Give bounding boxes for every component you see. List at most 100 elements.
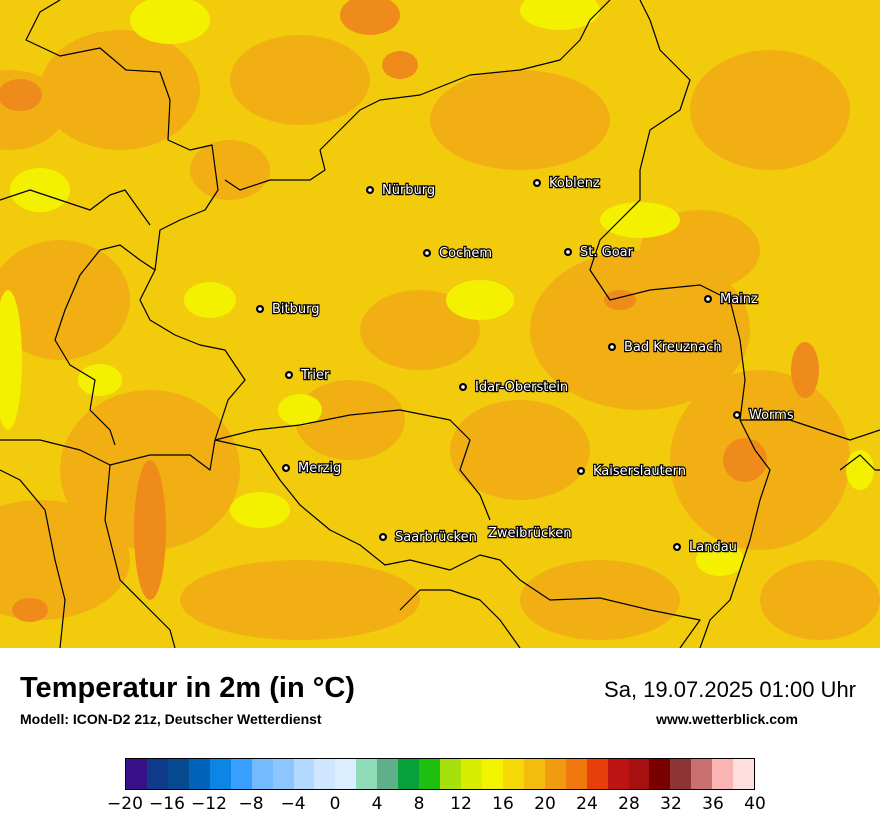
- color-scale-step: [188, 759, 210, 789]
- color-scale-tick: 24: [576, 794, 598, 814]
- color-scale-step: [649, 759, 671, 789]
- color-scale-step: [628, 759, 650, 789]
- color-scale-step: [293, 759, 315, 789]
- city-marker: Zweibrücken: [487, 525, 573, 542]
- city-marker: Koblenz: [533, 175, 601, 192]
- color-scale-step: [419, 759, 441, 789]
- color-scale-tick: 8: [413, 794, 425, 814]
- city-marker: Bitburg: [256, 301, 321, 318]
- temperature-patch: [450, 400, 590, 500]
- city-label: Saarbrücken: [395, 530, 477, 545]
- color-scale-step: [544, 759, 566, 789]
- temperature-field: [0, 0, 880, 640]
- city-dot-center: [610, 345, 614, 349]
- temperature-patch: [184, 282, 236, 318]
- color-scale-step: [398, 759, 420, 789]
- temperature-patch: [520, 0, 600, 30]
- city-markers: Nürburg Koblenz Cochem St. Goar Mainz Bitburg…: [256, 175, 795, 556]
- city-dot-center: [535, 181, 539, 185]
- color-scale-tick: 16: [492, 794, 514, 814]
- temperature-patch: [190, 140, 270, 200]
- color-scale-step: [565, 759, 587, 789]
- city-label: Nürburg: [382, 183, 435, 198]
- border-line: [0, 189, 151, 226]
- temperature-patch: [760, 560, 880, 640]
- map-title: Temperatur in 2m (in °C): [20, 672, 355, 704]
- city-marker: Cochem: [423, 245, 493, 262]
- city-dot-center: [566, 250, 570, 254]
- color-scale-step: [440, 759, 461, 789]
- model-source: Modell: ICON-D2 21z, Deutscher Wetterdie…: [20, 711, 322, 727]
- city-dot-center: [284, 466, 288, 470]
- color-scale-tick: −20: [107, 794, 143, 814]
- temperature-patch: [295, 380, 405, 460]
- city-label: Cochem: [439, 246, 492, 261]
- city-label: Worms: [749, 408, 794, 423]
- temperature-patch: [600, 202, 680, 238]
- color-scale-tick: −4: [280, 794, 306, 814]
- color-scale-step: [251, 759, 273, 789]
- color-scale-tick: −8: [238, 794, 264, 814]
- border-line: [589, 0, 771, 648]
- map-footer: Temperatur in 2m (in °C) Modell: ICON-D2…: [0, 648, 880, 830]
- website-link[interactable]: www.wetterblick.com: [656, 711, 798, 727]
- color-scale-tick: 20: [534, 794, 556, 814]
- temperature-patch: [0, 500, 130, 620]
- temperature-patch: [78, 364, 122, 396]
- color-scale-tick: 12: [450, 794, 472, 814]
- color-scale-step: [733, 759, 755, 789]
- temperature-patch: [40, 30, 200, 150]
- border-line: [214, 439, 701, 648]
- temperature-patch: [278, 394, 322, 426]
- city-marker: St. Goar: [564, 244, 635, 261]
- color-scale-step: [209, 759, 231, 789]
- city-dot-center: [287, 373, 291, 377]
- border-line: [319, 0, 611, 151]
- border-line: [54, 244, 156, 446]
- color-scale-step: [314, 759, 336, 789]
- color-scale-step: [481, 759, 503, 789]
- temperature-patch: [0, 240, 130, 360]
- temperature-patch: [846, 450, 874, 490]
- city-label: St. Goar: [580, 245, 634, 260]
- temperature-patch: [134, 460, 166, 600]
- color-scale-tick: 36: [702, 794, 724, 814]
- city-marker: Landau: [673, 539, 738, 556]
- temperature-patch: [723, 438, 767, 482]
- city-dot-center: [579, 469, 583, 473]
- city-label: Idar-Oberstein: [475, 380, 568, 395]
- color-scale-tick: 4: [371, 794, 383, 814]
- temperature-patch: [430, 70, 610, 170]
- city-marker: Mainz: [704, 291, 759, 308]
- color-scale: [125, 758, 755, 790]
- color-scale-step: [335, 759, 357, 789]
- color-scale-ticks: −20 −16 −12 −8 −4 0 4 8 12 16 20 24 28 32 36 40: [0, 792, 880, 822]
- color-scale-step: [712, 759, 734, 789]
- city-dot-center: [368, 188, 372, 192]
- color-scale-step: [586, 759, 608, 789]
- city-marker: Nürburg: [366, 182, 436, 199]
- color-scale-step: [126, 759, 147, 789]
- city-marker: Trier: [285, 367, 331, 384]
- color-scale-step: [461, 759, 482, 789]
- temperature-patch: [0, 290, 22, 430]
- temperature-patch: [230, 492, 290, 528]
- temperature-patch: [230, 35, 370, 125]
- color-scale-step: [670, 759, 692, 789]
- city-marker: Bad Kreuznach: [608, 339, 723, 356]
- city-label: Bad Kreuznach: [624, 340, 722, 355]
- color-scale-step: [691, 759, 713, 789]
- color-scale-step: [272, 759, 294, 789]
- temperature-patch: [520, 560, 680, 640]
- city-dot-center: [675, 545, 679, 549]
- temperature-patch: [382, 51, 418, 79]
- temperature-patch: [130, 0, 210, 44]
- city-label: Bitburg: [272, 302, 320, 317]
- city-label: Trier: [300, 368, 330, 383]
- color-scale-step: [502, 759, 524, 789]
- city-label: Landau: [689, 540, 737, 555]
- city-marker: Merzig: [282, 460, 342, 477]
- city-label: Kaiserslautern: [593, 464, 686, 479]
- temperature-patch: [180, 560, 420, 640]
- color-scale-tick: −16: [149, 794, 185, 814]
